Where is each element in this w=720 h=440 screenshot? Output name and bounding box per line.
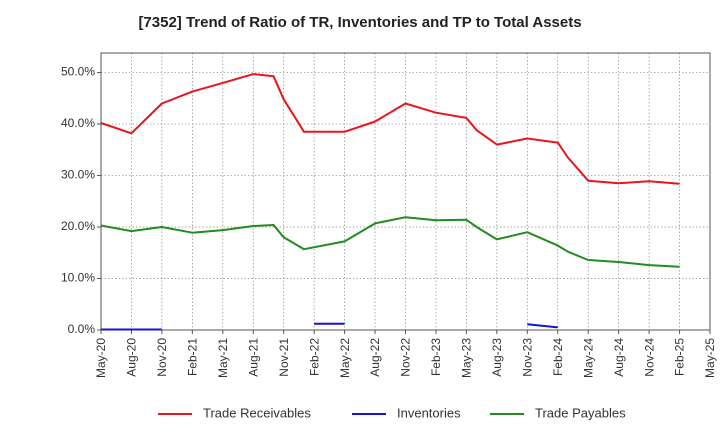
x-tick-label: Feb-24 (551, 338, 565, 376)
x-tick-label: Feb-25 (673, 338, 687, 376)
y-tick-label: 50.0% (61, 65, 95, 79)
legend-label-trade-payables: Trade Payables (535, 405, 626, 420)
x-tick-label: May-21 (216, 338, 230, 378)
x-tick-label: May-22 (338, 338, 352, 378)
x-tick-label: Aug-21 (246, 338, 260, 377)
y-tick-label: 40.0% (61, 116, 95, 130)
series-line-trade-receivables (100, 73, 680, 185)
x-tick-label: Feb-23 (429, 338, 443, 376)
y-tick-label: 0.0% (68, 322, 96, 336)
x-tick-label: May-20 (94, 338, 108, 378)
x-tick-label: May-24 (581, 338, 595, 378)
legend-layer: Trade Receivables Inventories Trade Payabl… (158, 405, 626, 420)
x-tick-label: May-25 (703, 338, 717, 378)
chart-title: [7352] Trend of Ratio of TR, Inventories… (138, 14, 582, 31)
y-tick-label: 10.0% (61, 271, 95, 285)
grid-layer (100, 53, 711, 331)
series-layer (100, 73, 680, 331)
x-tick-label: May-23 (460, 338, 474, 378)
series-line-trade-payables (100, 216, 680, 268)
x-tick-label: Nov-24 (642, 338, 656, 377)
x-tick-label: Nov-20 (155, 338, 169, 377)
legend-label-inventories: Inventories (397, 405, 461, 420)
y-tick-label: 20.0% (61, 219, 95, 233)
x-tick-label: Nov-22 (399, 338, 413, 377)
axis-layer: May-20 Aug-20 Nov-20 Feb-21 May-21 Aug-21 Nov-… (61, 52, 717, 378)
x-tick-label: Nov-21 (277, 338, 291, 377)
x-tick-label: Feb-21 (186, 338, 200, 376)
legend-label-trade-receivables: Trade Receivables (203, 405, 311, 420)
series-line-inventories (527, 323, 558, 329)
plot-frame (100, 52, 711, 331)
y-tick-label: 30.0% (61, 168, 95, 182)
x-tick-label: Aug-24 (612, 338, 626, 377)
x-tick-label: Nov-23 (520, 338, 534, 377)
x-tick-label: Aug-20 (125, 338, 139, 377)
x-tick-label: Feb-22 (307, 338, 321, 376)
x-tick-label: Aug-23 (490, 338, 504, 377)
x-tick-label: Aug-22 (368, 338, 382, 377)
